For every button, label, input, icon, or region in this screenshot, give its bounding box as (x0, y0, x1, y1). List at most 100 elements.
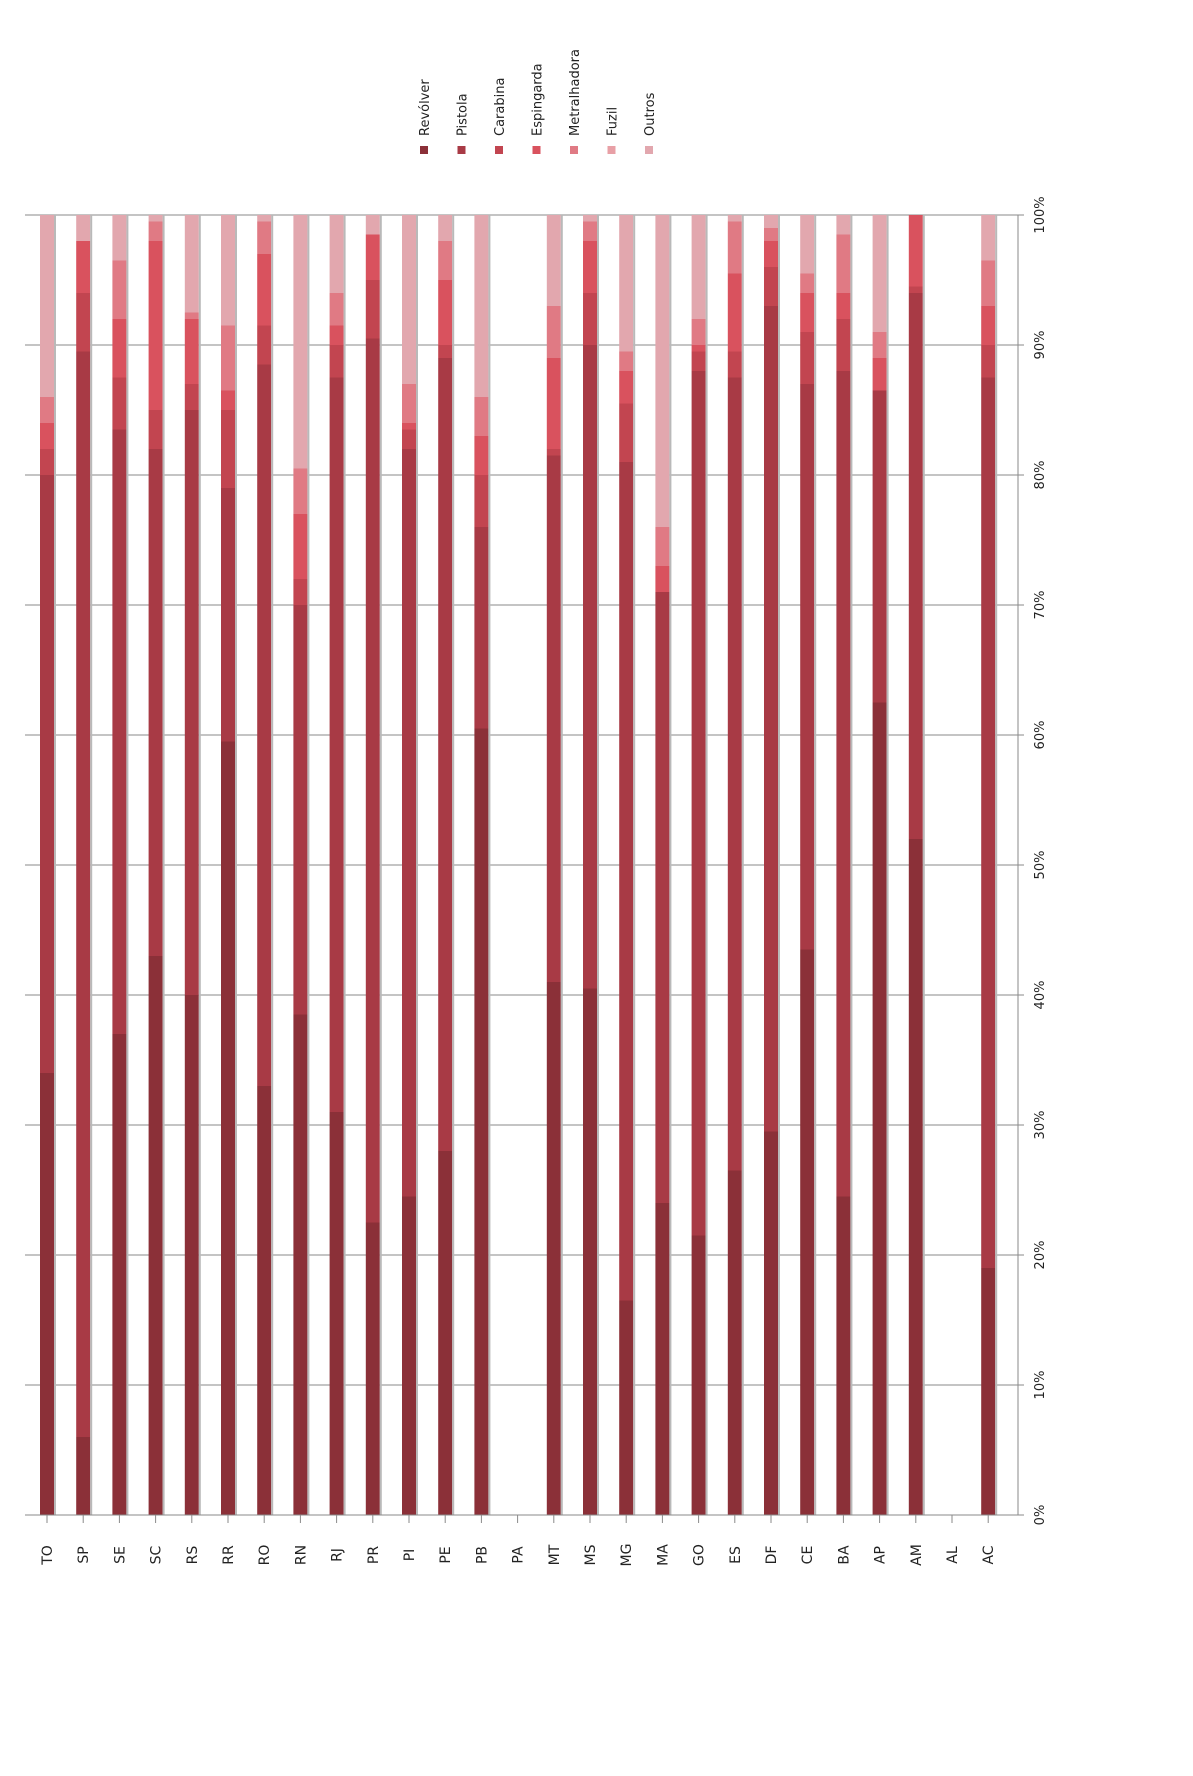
value-tick-label: 90% (1033, 331, 1048, 360)
bar-segment (727, 351, 742, 378)
legend-swatch (457, 146, 466, 154)
bar-shadow (778, 228, 780, 241)
bar-segment (474, 527, 489, 729)
bar-shadow (995, 306, 998, 345)
bar-segment (402, 215, 416, 384)
bar-segment (546, 358, 561, 449)
bar-shadow (560, 358, 563, 449)
bar-shadow (488, 436, 491, 475)
bar-shadow (235, 488, 237, 742)
legend-label: Outros (643, 92, 658, 136)
bar-segment (619, 351, 634, 371)
value-tick-label: 80% (1033, 461, 1048, 490)
category-label: AM (909, 1544, 925, 1566)
bar-segment (293, 605, 308, 1015)
bar-shadow (162, 241, 165, 410)
bar-segment (76, 215, 91, 241)
bar-segment (184, 312, 199, 319)
bar-segment (655, 527, 670, 566)
bar-segment (221, 410, 235, 488)
bar-shadow (343, 215, 346, 293)
bar-shadow (488, 475, 491, 527)
bar-shadow (705, 351, 708, 371)
category-label: RS (185, 1546, 201, 1565)
category-label: DF (764, 1546, 780, 1565)
bar-shadow (54, 397, 56, 423)
bar-shadow (633, 462, 636, 1301)
bar-shadow (886, 390, 889, 703)
bar-segment (221, 741, 235, 1515)
bar-shadow (814, 293, 817, 332)
bar-segment (836, 319, 851, 371)
bar-shadow (633, 1300, 636, 1515)
bar-shadow (488, 728, 491, 1515)
bars (40, 215, 998, 1515)
bar-segment (727, 273, 742, 352)
bar-shadow (741, 221, 744, 274)
bar-segment (112, 429, 127, 1034)
bar-shadow (235, 410, 237, 488)
value-tick-label: 50% (1033, 851, 1048, 880)
value-tick-label: 70% (1033, 591, 1048, 620)
bar-shadow (235, 215, 237, 326)
bar-shadow (850, 293, 853, 319)
bar-shadow (741, 377, 744, 1171)
bar-shadow (271, 325, 274, 365)
bar-shadow (162, 221, 165, 241)
category-label: RN (293, 1545, 309, 1565)
bar-shadow (307, 215, 310, 469)
bar-segment (474, 436, 489, 475)
bar-segment (872, 332, 887, 358)
bar-segment (764, 1131, 778, 1515)
category-label: BA (836, 1545, 852, 1565)
bar-shadow (850, 371, 853, 1197)
bar-shadow (416, 215, 418, 384)
bar-shadow (416, 423, 418, 430)
bar-shadow (633, 371, 636, 404)
category-label: RR (221, 1545, 237, 1565)
bar-segment (800, 332, 815, 384)
bar-segment (474, 728, 489, 1515)
bar-segment (257, 215, 272, 222)
bar-segment (438, 345, 453, 358)
value-tick-label: 60% (1033, 721, 1048, 750)
bar-segment (402, 449, 416, 1197)
bar-shadow (198, 384, 201, 410)
bar-segment (836, 234, 851, 293)
bar-segment (365, 1222, 380, 1515)
category-label: CE (800, 1546, 816, 1565)
bar-shadow (343, 345, 346, 378)
bar-shadow (850, 1196, 853, 1515)
bar-shadow (379, 338, 382, 1223)
bar-segment (546, 215, 561, 306)
bar-segment (691, 345, 706, 352)
bar-segment (691, 319, 706, 345)
bar-segment (546, 306, 561, 358)
bar-segment (872, 702, 887, 1515)
category-label: MT (547, 1544, 563, 1565)
bar-segment (112, 1034, 127, 1515)
bar-segment (691, 215, 706, 319)
bar-segment (40, 423, 54, 449)
bar-segment (148, 410, 163, 449)
bar-shadow (705, 1235, 708, 1515)
bar-segment (691, 1235, 706, 1515)
bar-segment (800, 293, 815, 332)
bar-shadow (307, 468, 310, 514)
bar-shadow (922, 839, 925, 1515)
bar-segment (184, 215, 199, 313)
value-tick-label: 0% (1033, 1505, 1048, 1526)
bar-shadow (633, 403, 636, 462)
bar-segment (981, 260, 996, 306)
legend-label: Pistola (456, 93, 471, 136)
bar-segment (908, 215, 923, 287)
category-label: ES (728, 1546, 744, 1564)
bar-shadow (343, 377, 346, 1112)
bar-shadow (271, 215, 274, 222)
bar-shadow (126, 1034, 129, 1515)
bar-shadow (162, 215, 165, 222)
bar-segment (583, 345, 597, 989)
bar-segment (329, 215, 344, 293)
bar-segment (619, 215, 634, 352)
